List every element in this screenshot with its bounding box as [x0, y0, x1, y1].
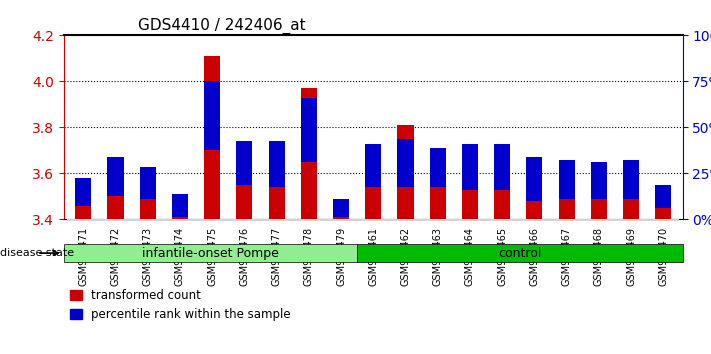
Bar: [333, 215, 349, 219]
Bar: [615, 219, 647, 221]
Legend: transformed count, percentile rank within the sample: transformed count, percentile rank withi…: [70, 289, 291, 321]
Bar: [68, 219, 100, 221]
Bar: [550, 219, 583, 221]
Bar: [429, 169, 446, 219]
Bar: [583, 219, 615, 221]
Bar: [260, 219, 293, 221]
Bar: [132, 219, 164, 221]
Bar: [591, 173, 607, 219]
Bar: [623, 173, 639, 219]
Bar: [397, 125, 414, 219]
Bar: [429, 148, 446, 187]
Bar: [454, 219, 486, 221]
Bar: [591, 162, 607, 199]
Bar: [293, 219, 325, 221]
Text: disease state: disease state: [0, 248, 74, 258]
FancyBboxPatch shape: [64, 244, 357, 262]
Bar: [75, 203, 92, 219]
Text: control: control: [498, 247, 542, 259]
Bar: [559, 160, 574, 199]
Bar: [269, 141, 284, 187]
Bar: [333, 199, 349, 217]
Bar: [301, 88, 317, 219]
Bar: [526, 157, 542, 201]
Bar: [623, 160, 639, 199]
Bar: [518, 219, 550, 221]
Bar: [462, 143, 478, 190]
Bar: [494, 143, 510, 190]
Bar: [494, 150, 510, 219]
FancyBboxPatch shape: [357, 244, 683, 262]
Bar: [486, 219, 518, 221]
Bar: [204, 81, 220, 150]
Text: GDS4410 / 242406_at: GDS4410 / 242406_at: [138, 18, 306, 34]
Bar: [301, 97, 317, 162]
Bar: [357, 219, 390, 221]
Bar: [655, 185, 671, 208]
Bar: [236, 146, 252, 219]
Bar: [269, 183, 284, 219]
Bar: [75, 178, 92, 206]
Bar: [196, 219, 228, 221]
Bar: [559, 164, 574, 219]
Bar: [107, 178, 124, 219]
Bar: [228, 219, 260, 221]
Bar: [462, 150, 478, 219]
Bar: [365, 144, 381, 187]
Bar: [139, 166, 156, 199]
Bar: [390, 219, 422, 221]
Bar: [236, 141, 252, 185]
Bar: [139, 187, 156, 219]
Bar: [647, 219, 679, 221]
Bar: [172, 194, 188, 217]
Bar: [397, 139, 414, 187]
Bar: [325, 219, 357, 221]
Bar: [365, 155, 381, 219]
Bar: [526, 178, 542, 219]
Text: infantile-onset Pompe: infantile-onset Pompe: [142, 247, 279, 259]
Bar: [164, 219, 196, 221]
Bar: [422, 219, 454, 221]
Bar: [100, 219, 132, 221]
Bar: [655, 206, 671, 219]
Bar: [204, 56, 220, 219]
Bar: [172, 215, 188, 219]
Bar: [107, 157, 124, 196]
